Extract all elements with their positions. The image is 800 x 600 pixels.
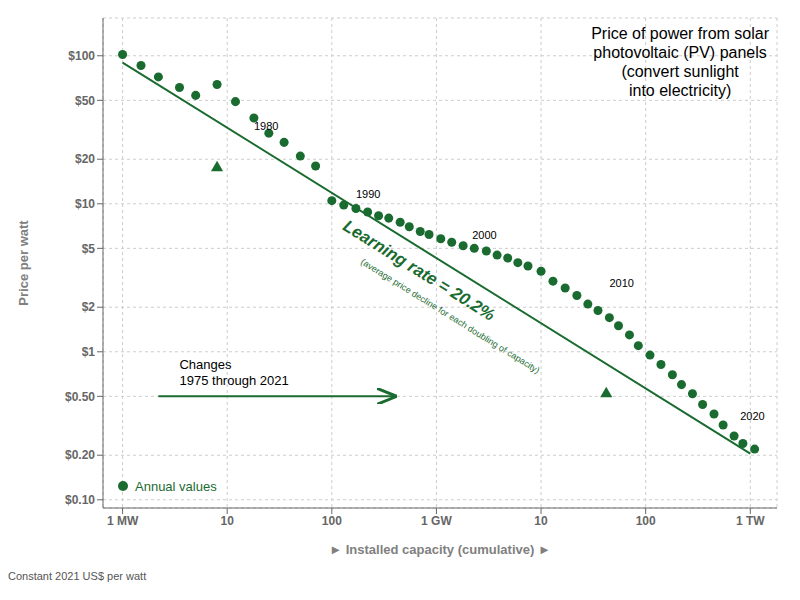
svg-text:2020: 2020 <box>740 410 764 422</box>
html-text:Price of power from solar phot: Price of power from solar photovoltaic (… <box>591 25 769 99</box>
svg-text:10: 10 <box>221 514 235 528</box>
html-text:Constant 2021 US$ per watt: Constant 2021 US$ per watt <box>8 570 147 582</box>
svg-text:$0.50: $0.50 <box>65 390 95 404</box>
svg-text:$20: $20 <box>75 152 95 166</box>
svg-text:1980: 1980 <box>254 120 278 132</box>
svg-text:Learning rate = 20.2%: Learning rate = 20.2% <box>340 216 499 325</box>
svg-text:100: 100 <box>322 514 342 528</box>
svg-text:$1: $1 <box>82 345 96 359</box>
svg-text:(average price decline for eac: (average price decline for each doubling… <box>359 257 541 376</box>
svg-text:$0.10: $0.10 <box>65 493 95 507</box>
svg-text:2010: 2010 <box>609 277 633 289</box>
svg-text:$5: $5 <box>82 242 96 256</box>
svg-text:$50: $50 <box>75 94 95 108</box>
svg-text:10: 10 <box>534 514 548 528</box>
svg-text:Changes1975 through 2021: Changes1975 through 2021 <box>179 357 288 388</box>
svg-text:Price per watt: Price per watt <box>16 220 31 306</box>
svg-text:$0.20: $0.20 <box>65 448 95 462</box>
svg-text:1 GW: 1 GW <box>421 514 452 528</box>
svg-text:1990: 1990 <box>356 188 380 200</box>
svg-text:$2: $2 <box>82 300 96 314</box>
svg-text:$100: $100 <box>68 49 95 63</box>
svg-text:1 MW: 1 MW <box>107 514 139 528</box>
svg-text:Annual values: Annual values <box>135 479 217 494</box>
svg-text:$10: $10 <box>75 197 95 211</box>
svg-text:1 TW: 1 TW <box>736 514 765 528</box>
svg-text:2000: 2000 <box>472 229 496 241</box>
svg-text:► Installed capacity (cumulati: ► Installed capacity (cumulative) ► <box>329 542 551 557</box>
svg-text:100: 100 <box>636 514 656 528</box>
